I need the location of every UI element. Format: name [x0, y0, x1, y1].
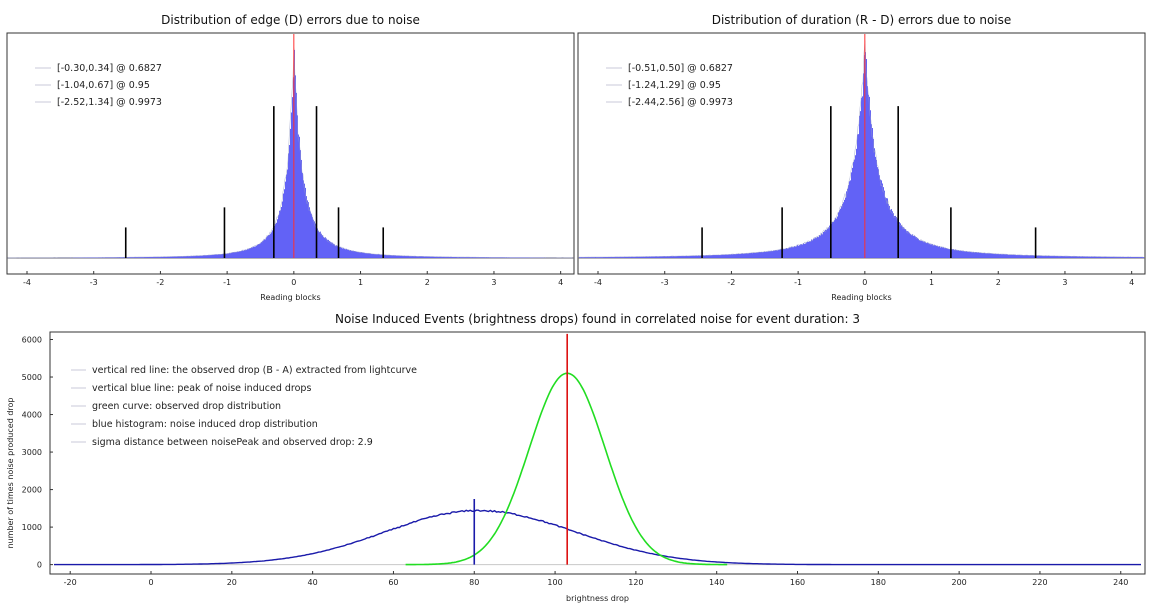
x-tick-label: 140 [709, 578, 724, 587]
legend-entry: sigma distance between noisePeak and obs… [92, 437, 373, 448]
plot-frame [49, 331, 1146, 575]
x-tick-label: 160 [790, 578, 805, 587]
legend-entry: blue histogram: noise induced drop distr… [92, 419, 318, 430]
x-tick-label: 0 [291, 278, 296, 287]
histogram-bars [8, 47, 572, 259]
y-tick-label: 5000 [22, 373, 42, 382]
x-tick-label: -3 [661, 278, 669, 287]
x-tick-label: 220 [1032, 578, 1047, 587]
x-tick-label: 100 [547, 578, 562, 587]
x-tick-label: 0 [862, 278, 867, 287]
x-tick-label: -4 [23, 278, 31, 287]
x-tick-label: -4 [594, 278, 602, 287]
y-tick-label: 1000 [22, 523, 42, 532]
noise-events-panel: Noise Induced Events (brightness drops) … [6, 312, 1146, 603]
x-tick-label: -2 [156, 278, 164, 287]
chart-title: Distribution of edge (D) errors due to n… [161, 13, 420, 27]
y-tick-label: 0 [37, 561, 42, 570]
x-tick-label: 1 [929, 278, 934, 287]
x-tick-label: 3 [491, 278, 496, 287]
x-tick-label: 40 [308, 578, 318, 587]
y-tick-label: 4000 [22, 411, 42, 420]
histogram-bars [579, 40, 1144, 258]
legend-entry: green curve: observed drop distribution [92, 401, 281, 412]
x-tick-label: 2 [996, 278, 1001, 287]
x-tick-label: 1 [358, 278, 363, 287]
x-tick-label: -1 [223, 278, 231, 287]
x-tick-label: -2 [727, 278, 735, 287]
x-tick-label: -20 [64, 578, 77, 587]
x-tick-label: 80 [469, 578, 479, 587]
x-tick-label: 0 [148, 578, 153, 587]
legend-entry: [-1.04,0.67] @ 0.95 [57, 80, 150, 91]
x-axis-label: brightness drop [566, 594, 629, 603]
blue-histogram [54, 509, 1141, 566]
histogram-panel-2: Distribution of duration (R - D) errors … [577, 13, 1146, 302]
legend-entry: vertical blue line: peak of noise induce… [92, 383, 311, 394]
chart-title: Distribution of duration (R - D) errors … [712, 13, 1012, 27]
x-tick-label: 4 [558, 278, 563, 287]
x-tick-label: -3 [90, 278, 98, 287]
legend-entry: [-0.30,0.34] @ 0.6827 [57, 63, 162, 74]
x-tick-label: 120 [628, 578, 643, 587]
histogram-panel-1: Distribution of edge (D) errors due to n… [6, 13, 575, 302]
x-tick-label: 3 [1062, 278, 1067, 287]
legend-entry: [-2.52,1.34] @ 0.9973 [57, 97, 162, 108]
x-tick-label: 2 [425, 278, 430, 287]
histogram-outline [8, 47, 572, 259]
legend-entry: vertical red line: the observed drop (B … [92, 365, 417, 376]
y-tick-label: 2000 [22, 486, 42, 495]
x-axis-label: Reading blocks [831, 293, 891, 302]
y-axis-label: number of times noise produced drop [6, 398, 15, 549]
x-tick-label: 4 [1129, 278, 1134, 287]
legend-entry: [-0.51,0.50] @ 0.6827 [628, 63, 733, 74]
chart-title: Noise Induced Events (brightness drops) … [335, 312, 860, 326]
y-tick-label: 3000 [22, 448, 42, 457]
y-tick-label: 6000 [22, 336, 42, 345]
legend-entry: [-1.24,1.29] @ 0.95 [628, 80, 721, 91]
x-tick-label: 60 [388, 578, 398, 587]
x-tick-label: 240 [1113, 578, 1128, 587]
x-tick-label: 20 [227, 578, 237, 587]
x-axis-label: Reading blocks [260, 293, 320, 302]
x-tick-label: 180 [871, 578, 886, 587]
x-tick-label: 200 [951, 578, 966, 587]
histogram-outline [579, 40, 1144, 258]
legend-entry: [-2.44,2.56] @ 0.9973 [628, 97, 733, 108]
x-tick-label: -1 [794, 278, 802, 287]
